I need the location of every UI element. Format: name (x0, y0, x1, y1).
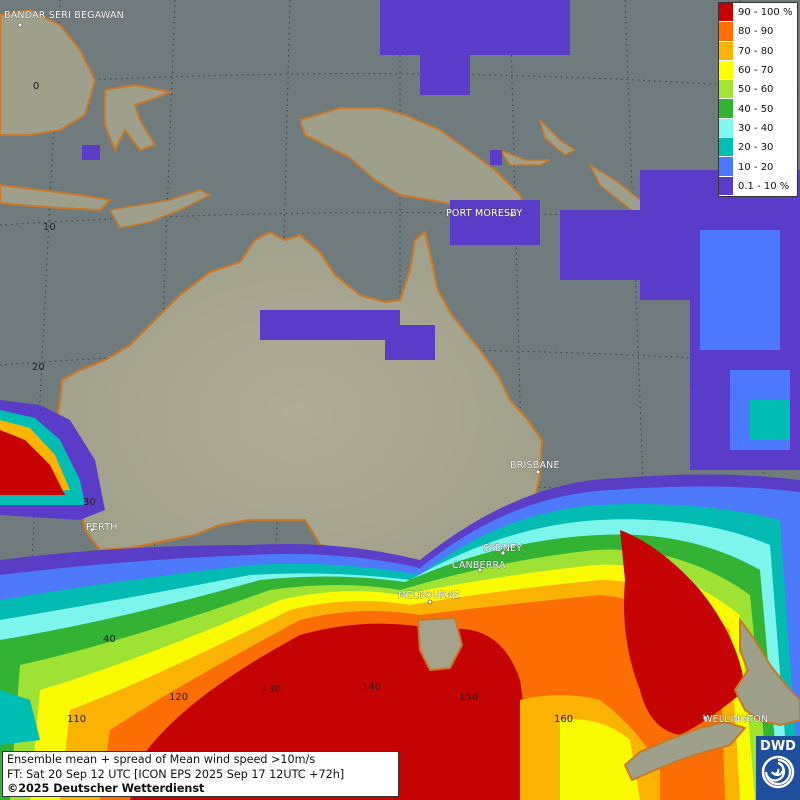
sulawesi (104, 83, 174, 153)
java (0, 183, 113, 212)
city-label-bandar: BANDAR SERI BEGAWAN (4, 10, 124, 21)
legend-label: 60 - 70 (738, 65, 774, 77)
legend-swatch (719, 22, 733, 42)
legend-swatch (719, 60, 733, 81)
legend-swatch (719, 176, 733, 196)
grid-label-lon-140: 140 (362, 682, 381, 693)
info-description: Ensemble mean + spread of Mean wind spee… (7, 753, 316, 766)
grid-label-lat-20: 20 (32, 362, 45, 373)
city-label-brisbane: BRISBANE (510, 460, 560, 471)
legend-label: 80 - 90 (738, 26, 774, 38)
legend-item: 60 - 70 (719, 60, 797, 81)
city-label-wellington: WELLINGTON (703, 714, 768, 725)
legend-swatch (719, 3, 733, 23)
legend-item: 10 - 20 (719, 157, 797, 177)
legend-swatch (719, 80, 733, 100)
legend-label: 40 - 50 (738, 103, 774, 115)
probability-overlay (0, 474, 800, 800)
legend-label: 0.1 - 10 % (738, 180, 790, 192)
grid-label-lon-120: 120 (169, 692, 188, 703)
legend-item: 80 - 90 (719, 22, 797, 42)
grid-label-lat-40: 40 (103, 634, 116, 645)
legend-item: 40 - 50 (719, 99, 797, 119)
legend-item: 90 - 100 % (719, 3, 797, 23)
borneo (0, 8, 97, 136)
lesser-sunda (108, 189, 212, 229)
grid-label-lon-150: 150 (459, 692, 478, 703)
legend-label: 90 - 100 % (738, 7, 793, 19)
legend-item: 20 - 30 (719, 138, 797, 158)
grid-label-lon-160: 160 (554, 714, 573, 725)
legend-swatch (719, 118, 733, 139)
legend-label: 70 - 80 (738, 45, 774, 57)
dwd-logo-text: DWD (760, 739, 796, 754)
grid-label-lon-110: 110 (67, 714, 86, 725)
legend-label: 50 - 60 (738, 84, 774, 96)
grid-label-lat-10: 10 (43, 222, 56, 233)
legend-label: 30 - 40 (738, 122, 774, 134)
legend-swatch (719, 138, 733, 158)
grid-label-lat-0: 0 (33, 81, 39, 92)
city-markers (17, 22, 708, 721)
legend-item: 50 - 60 (719, 80, 797, 100)
city-label-melbourne: MELBOURNE (398, 590, 460, 601)
city-label-sydney: SYDNEY (483, 543, 522, 554)
dwd-logo: DWD (756, 736, 800, 800)
info-box: Ensemble mean + spread of Mean wind spee… (2, 751, 399, 797)
legend-item: 70 - 80 (719, 41, 797, 61)
info-copyright: ©2025 Deutscher Wetterdienst (7, 782, 205, 795)
legend-item: 30 - 40 (719, 118, 797, 139)
grid-label-lon-130: 130 (262, 684, 281, 695)
city-label-canberra: CANBERRA (452, 560, 506, 571)
north-overlay-teal (750, 400, 790, 440)
city-label-perth: PERTH (86, 522, 118, 533)
legend-label: 10 - 20 (738, 161, 774, 173)
australia-landmass (53, 230, 544, 600)
legend: 90 - 100 % 80 - 90 70 - 80 60 - 70 50 - … (718, 2, 798, 197)
legend-item: 0.1 - 10 % (719, 176, 797, 196)
legend-swatch (719, 157, 733, 177)
dwd-swirl-icon (761, 755, 795, 789)
city-label-port-moresby: PORT MORESBY (446, 208, 522, 219)
legend-swatch (719, 41, 733, 61)
legend-label: 20 - 30 (738, 142, 774, 154)
grid-label-lat-30: 30 (83, 497, 96, 508)
legend-swatch (719, 99, 733, 119)
west-overlay (0, 400, 105, 745)
info-forecast-time: FT: Sat 20 Sep 12 UTC [ICON EPS 2025 Sep… (7, 767, 345, 781)
